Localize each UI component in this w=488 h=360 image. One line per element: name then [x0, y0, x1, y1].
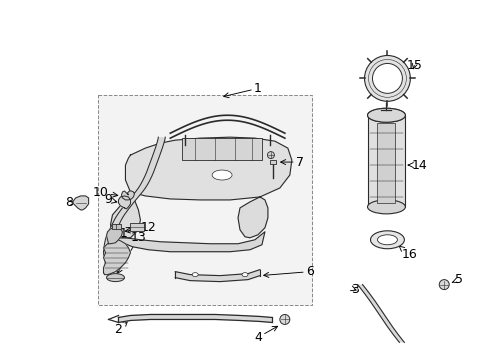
Ellipse shape: [242, 273, 247, 276]
Bar: [182, 138, 262, 160]
Bar: [377, 123, 395, 203]
Text: 5: 5: [451, 273, 462, 286]
Text: 14: 14: [407, 158, 427, 172]
Polygon shape: [110, 192, 140, 238]
Ellipse shape: [377, 235, 397, 245]
Text: 3: 3: [350, 283, 358, 296]
Circle shape: [364, 55, 409, 101]
Text: 15: 15: [406, 59, 422, 72]
Polygon shape: [118, 196, 130, 209]
Ellipse shape: [370, 231, 404, 249]
Bar: [367, 115, 405, 207]
Polygon shape: [238, 197, 267, 238]
Text: 16: 16: [398, 246, 416, 261]
Bar: [111, 224, 121, 229]
Ellipse shape: [367, 200, 405, 214]
Polygon shape: [103, 137, 165, 273]
Polygon shape: [114, 232, 264, 252]
Text: 12: 12: [125, 221, 156, 234]
Circle shape: [438, 280, 448, 289]
Polygon shape: [106, 228, 122, 244]
Circle shape: [279, 315, 289, 324]
Ellipse shape: [367, 108, 405, 122]
Polygon shape: [121, 191, 134, 200]
Circle shape: [372, 63, 402, 93]
Polygon shape: [73, 196, 88, 210]
Polygon shape: [118, 315, 271, 323]
Bar: [98, 95, 311, 305]
Text: 7: 7: [280, 156, 303, 168]
Ellipse shape: [212, 170, 232, 180]
Text: 11: 11: [112, 227, 131, 240]
Ellipse shape: [106, 274, 124, 282]
Text: 9: 9: [104, 193, 117, 206]
Text: 6: 6: [263, 265, 313, 278]
Text: 13: 13: [117, 231, 146, 273]
Circle shape: [267, 152, 274, 159]
Text: 2: 2: [114, 321, 127, 336]
Bar: [269, 160, 275, 164]
Text: 4: 4: [253, 326, 277, 344]
Bar: [130, 223, 144, 231]
Ellipse shape: [367, 108, 405, 122]
Polygon shape: [357, 285, 404, 342]
Polygon shape: [125, 137, 291, 200]
Ellipse shape: [192, 273, 198, 276]
Text: 1: 1: [224, 82, 262, 98]
Polygon shape: [103, 240, 130, 275]
Text: 8: 8: [64, 197, 75, 210]
Polygon shape: [175, 270, 260, 282]
Text: 10: 10: [92, 186, 118, 199]
